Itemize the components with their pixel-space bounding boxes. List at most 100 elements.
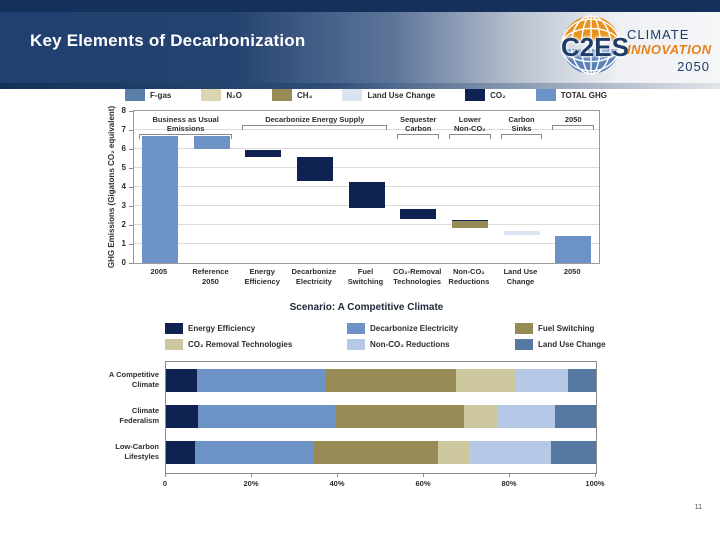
stacked-segment bbox=[197, 405, 335, 428]
category-label: Fuel Switching bbox=[347, 267, 384, 286]
section-label: Business as Usual Emissions bbox=[152, 115, 219, 133]
gridline bbox=[134, 224, 599, 225]
category-label: Non-CO₂ Reductions bbox=[448, 267, 490, 286]
row-label: Low-Carbon Lifestyles bbox=[115, 442, 159, 461]
section: Business as Usual Emissions bbox=[139, 115, 233, 139]
section: Carbon Sinks bbox=[500, 115, 543, 139]
waterfall-legend: F-gas N₂O CH₄ Land Use Change CO₂ TOTAL GHG bbox=[125, 89, 607, 101]
stacked-legend: Energy Efficiency Decarbonize Electricity… bbox=[165, 323, 625, 350]
y-tick-label: 0 bbox=[121, 258, 126, 267]
legend-swatch bbox=[201, 89, 222, 101]
y-tick-mark bbox=[129, 111, 133, 112]
legend-item: CO₂ bbox=[465, 89, 506, 101]
header-bottom-strip bbox=[0, 83, 720, 89]
gridline bbox=[134, 243, 599, 244]
waterfall-x-axis: 2005 Reference 2050 Energy Efficiency Decar… bbox=[133, 267, 598, 291]
legend-swatch bbox=[165, 323, 183, 334]
gridline bbox=[134, 148, 599, 149]
legend-label: Energy Efficiency bbox=[188, 324, 256, 333]
section-bracket bbox=[242, 125, 388, 130]
legend-label: Fuel Switching bbox=[538, 324, 595, 333]
legend-item: CH₄ bbox=[272, 89, 312, 101]
legend-swatch bbox=[342, 89, 363, 101]
legend-swatch bbox=[272, 89, 293, 101]
bar-segment bbox=[555, 236, 592, 263]
legend-swatch bbox=[465, 89, 486, 101]
category-label: Land Use Change bbox=[503, 267, 538, 286]
legend-label: Land Use Change bbox=[367, 90, 436, 100]
x-tick-label: 80% bbox=[501, 479, 517, 488]
legend-item: Fuel Switching bbox=[515, 323, 625, 334]
x-tick-mark bbox=[423, 474, 424, 477]
section-bracket bbox=[449, 134, 491, 139]
legend-item: Decarbonize Electricity bbox=[347, 323, 515, 334]
logo-wordmark: C2ES bbox=[561, 32, 629, 62]
stacked-segment bbox=[334, 405, 464, 428]
y-tick-mark bbox=[129, 130, 133, 131]
waterfall-plot-area: Business as Usual Emissions Decarbonize E… bbox=[133, 110, 600, 264]
header-top-bar bbox=[0, 0, 720, 12]
x-tick-mark bbox=[337, 474, 338, 477]
section-bracket bbox=[139, 134, 233, 139]
legend-label: Land Use Change bbox=[538, 340, 606, 349]
y-tick-mark bbox=[129, 263, 133, 264]
x-tick-label: 40% bbox=[329, 479, 345, 488]
section: 2050 bbox=[552, 115, 594, 130]
legend-swatch bbox=[347, 323, 365, 334]
legend-item: Land Use Change bbox=[342, 89, 435, 101]
logo-climate-text: CLIMATE bbox=[627, 27, 690, 42]
stacked-segment bbox=[166, 405, 198, 428]
legend-item: F-gas bbox=[125, 89, 171, 101]
y-tick-label: 5 bbox=[121, 163, 126, 172]
legend-label: Decarbonize Electricity bbox=[370, 324, 459, 333]
section-label: Sequester Carbon bbox=[400, 115, 437, 133]
bar-segment bbox=[193, 135, 230, 149]
stacked-segment bbox=[551, 441, 596, 464]
y-tick-mark bbox=[129, 187, 133, 188]
y-tick-mark bbox=[129, 206, 133, 207]
legend-item: N₂O bbox=[201, 89, 242, 101]
section: Lower Non-CO₂ bbox=[449, 115, 491, 139]
stacked-segment bbox=[195, 441, 315, 464]
globe-icon bbox=[561, 15, 621, 75]
stacked-segment bbox=[463, 405, 498, 428]
stacked-segment bbox=[197, 369, 327, 392]
legend-swatch bbox=[165, 339, 183, 350]
y-tick-mark bbox=[129, 168, 133, 169]
x-tick-mark bbox=[595, 474, 596, 477]
x-tick-label: 100% bbox=[585, 479, 605, 488]
stacked-row bbox=[166, 441, 596, 464]
category-label: Reference 2050 bbox=[192, 267, 229, 286]
y-tick-label: 7 bbox=[121, 125, 126, 134]
x-tick-label: 60% bbox=[415, 479, 431, 488]
gridline bbox=[134, 167, 599, 168]
legend-item: Energy Efficiency bbox=[165, 323, 347, 334]
legend-label: CO₂ Removal Technologies bbox=[188, 340, 293, 349]
x-tick-mark bbox=[509, 474, 510, 477]
bar-segment bbox=[400, 208, 437, 220]
y-tick-label: 2 bbox=[121, 220, 126, 229]
stacked-row bbox=[166, 405, 596, 428]
page-number: 11 bbox=[694, 504, 702, 511]
legend-swatch bbox=[535, 89, 556, 101]
stacked-segment bbox=[555, 405, 596, 428]
y-tick-label: 6 bbox=[121, 144, 126, 153]
stacked-segment bbox=[314, 441, 439, 464]
legend-item: Land Use Change bbox=[515, 339, 625, 350]
x-tick-label: 0 bbox=[162, 479, 168, 488]
legend-label: CO₂ bbox=[490, 90, 506, 100]
legend-item: CO₂ Removal Technologies bbox=[165, 339, 347, 350]
stacked-row bbox=[166, 369, 596, 392]
category-label: Energy Efficiency bbox=[244, 267, 280, 286]
y-tick-mark bbox=[129, 225, 133, 226]
section-label: Lower Non-CO₂ bbox=[453, 115, 486, 133]
legend-label: F-gas bbox=[150, 90, 172, 100]
row-label: A Competitive Climate bbox=[108, 370, 159, 389]
bar-segment bbox=[451, 221, 488, 228]
category-label: 2005 bbox=[150, 267, 168, 276]
stacked-segment bbox=[497, 405, 556, 428]
logo-2050-text: 2050 bbox=[677, 59, 710, 74]
stacked-segment bbox=[567, 369, 596, 392]
section-bracket bbox=[500, 134, 543, 139]
